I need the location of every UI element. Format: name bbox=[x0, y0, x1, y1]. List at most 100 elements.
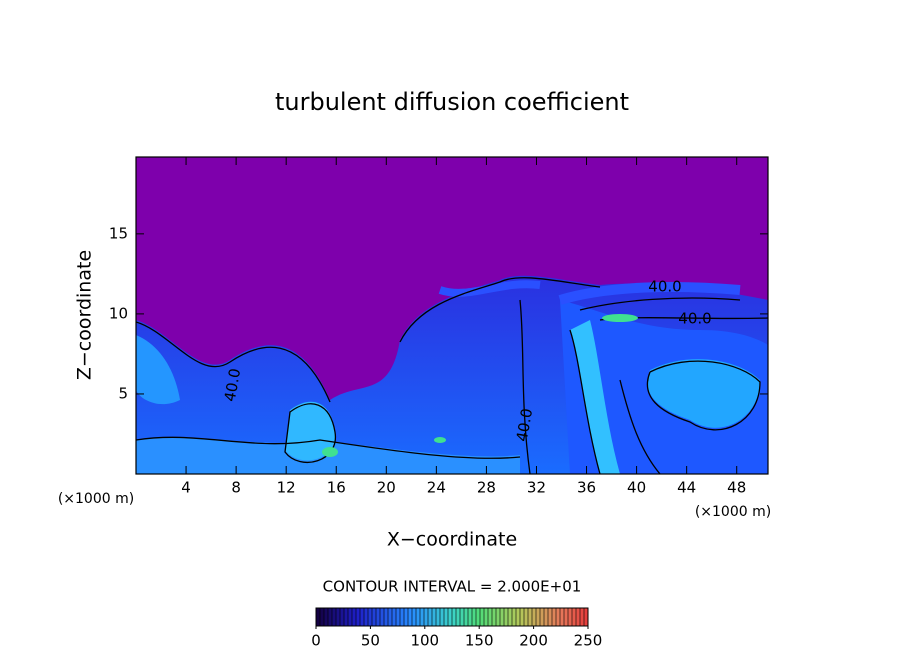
colorbar-swatch bbox=[400, 608, 404, 626]
colorbar-swatch bbox=[556, 608, 560, 626]
colorbar-swatch bbox=[440, 608, 444, 626]
colorbar-swatch bbox=[504, 608, 508, 626]
chart-title: turbulent diffusion coefficient bbox=[275, 88, 629, 116]
colorbar-swatch bbox=[508, 608, 512, 626]
colorbar-swatch bbox=[464, 608, 468, 626]
colorbar-swatch bbox=[492, 608, 496, 626]
colorbar-swatch bbox=[456, 608, 460, 626]
x-tick-label: 36 bbox=[577, 479, 596, 497]
colorbar-swatch bbox=[484, 608, 488, 626]
colorbar-tick-label: 150 bbox=[465, 632, 494, 650]
colorbar-swatch bbox=[336, 608, 340, 626]
colorbar-swatch bbox=[376, 608, 380, 626]
colorbar-swatch bbox=[580, 608, 584, 626]
colorbar-swatch bbox=[320, 608, 324, 626]
colorbar-swatch bbox=[540, 608, 544, 626]
colorbar-tick-label: 50 bbox=[361, 632, 380, 650]
colorbar-swatch bbox=[460, 608, 464, 626]
colorbar-swatch bbox=[428, 608, 432, 626]
colorbar-swatch bbox=[536, 608, 540, 626]
x-tick-label: 24 bbox=[427, 479, 446, 497]
colorbar-swatch bbox=[396, 608, 400, 626]
x-tick-label: 12 bbox=[277, 479, 296, 497]
colorbar-swatch bbox=[408, 608, 412, 626]
x-tick-label: 48 bbox=[727, 479, 746, 497]
colorbar-swatch bbox=[544, 608, 548, 626]
colorbar-swatch bbox=[564, 608, 568, 626]
colorbar-swatch bbox=[444, 608, 448, 626]
colorbar-swatch bbox=[380, 608, 384, 626]
colorbar-swatch bbox=[532, 608, 536, 626]
colorbar-swatch bbox=[364, 608, 368, 626]
colorbar-swatch bbox=[388, 608, 392, 626]
contour-field bbox=[136, 157, 768, 474]
colorbar-swatch bbox=[368, 608, 372, 626]
colorbar-swatch bbox=[568, 608, 572, 626]
colorbar-swatch bbox=[576, 608, 580, 626]
colorbar-swatch bbox=[316, 608, 320, 626]
contour-label: 40.0 bbox=[221, 367, 245, 403]
colorbar-swatch bbox=[404, 608, 408, 626]
colorbar-tick-label: 200 bbox=[519, 632, 548, 650]
x-tick-label: 28 bbox=[477, 479, 496, 497]
colorbar-swatch bbox=[488, 608, 492, 626]
colorbar-swatch bbox=[392, 608, 396, 626]
colorbar-swatch bbox=[448, 608, 452, 626]
x-tick-label: 8 bbox=[231, 479, 241, 497]
colorbar-swatch bbox=[356, 608, 360, 626]
colorbar-swatch bbox=[476, 608, 480, 626]
x-tick-label: 16 bbox=[327, 479, 346, 497]
x-tick-label: 44 bbox=[677, 479, 696, 497]
colorbar-swatch bbox=[352, 608, 356, 626]
colorbar-swatch bbox=[472, 608, 476, 626]
colorbar-swatch bbox=[584, 608, 588, 626]
colorbar-swatch bbox=[560, 608, 564, 626]
contour-label: 40.0 bbox=[648, 278, 681, 296]
colorbar-swatch bbox=[548, 608, 552, 626]
colorbar-swatch bbox=[424, 608, 428, 626]
colorbar-swatch bbox=[468, 608, 472, 626]
contour-label: 40.0 bbox=[678, 310, 711, 328]
colorbar-swatch bbox=[340, 608, 344, 626]
contour-label: 40.0 bbox=[513, 407, 537, 443]
x-tick-label: 32 bbox=[527, 479, 546, 497]
colorbar-swatch bbox=[360, 608, 364, 626]
colorbar-tick-label: 0 bbox=[311, 632, 321, 650]
colorbar-swatch bbox=[516, 608, 520, 626]
y-tick-label: 15 bbox=[109, 224, 128, 242]
colorbar-swatch bbox=[572, 608, 576, 626]
colorbar-swatch bbox=[384, 608, 388, 626]
colorbar-swatch bbox=[348, 608, 352, 626]
colorbar-swatch bbox=[328, 608, 332, 626]
colorbar-swatch bbox=[452, 608, 456, 626]
colorbar-swatch bbox=[324, 608, 328, 626]
y-tick-label: 5 bbox=[118, 384, 128, 402]
colorbar-swatch bbox=[420, 608, 424, 626]
colorbar-tick-label: 250 bbox=[574, 632, 603, 650]
x-tick-label: 40 bbox=[627, 479, 646, 497]
colorbar-swatch bbox=[436, 608, 440, 626]
colorbar-swatch bbox=[496, 608, 500, 626]
colorbar-swatch bbox=[528, 608, 532, 626]
colorbar-tick-label: 100 bbox=[410, 632, 439, 650]
x-axis-label: X−coordinate bbox=[387, 529, 517, 551]
colorbar-swatch bbox=[480, 608, 484, 626]
colorbar-swatch bbox=[524, 608, 528, 626]
colorbar-swatch bbox=[432, 608, 436, 626]
colorbar-swatch bbox=[332, 608, 336, 626]
colorbar-swatch bbox=[500, 608, 504, 626]
colorbar-swatch bbox=[344, 608, 348, 626]
colorbar-swatch bbox=[416, 608, 420, 626]
colorbar-frame bbox=[315, 607, 589, 627]
y-tick-label: 10 bbox=[109, 304, 128, 322]
contour-interval: CONTOUR INTERVAL = 2.000E+01 bbox=[323, 578, 582, 596]
plot-frame bbox=[135, 156, 769, 475]
colorbar-swatch bbox=[512, 608, 516, 626]
colorbar-swatch bbox=[412, 608, 416, 626]
y-axis-label: Z−coordinate bbox=[74, 250, 96, 380]
x-tick-label: 4 bbox=[181, 479, 191, 497]
x-unit-label: (×1000 m) bbox=[695, 504, 771, 520]
colorbar-swatch bbox=[520, 608, 524, 626]
colorbar-swatch bbox=[372, 608, 376, 626]
